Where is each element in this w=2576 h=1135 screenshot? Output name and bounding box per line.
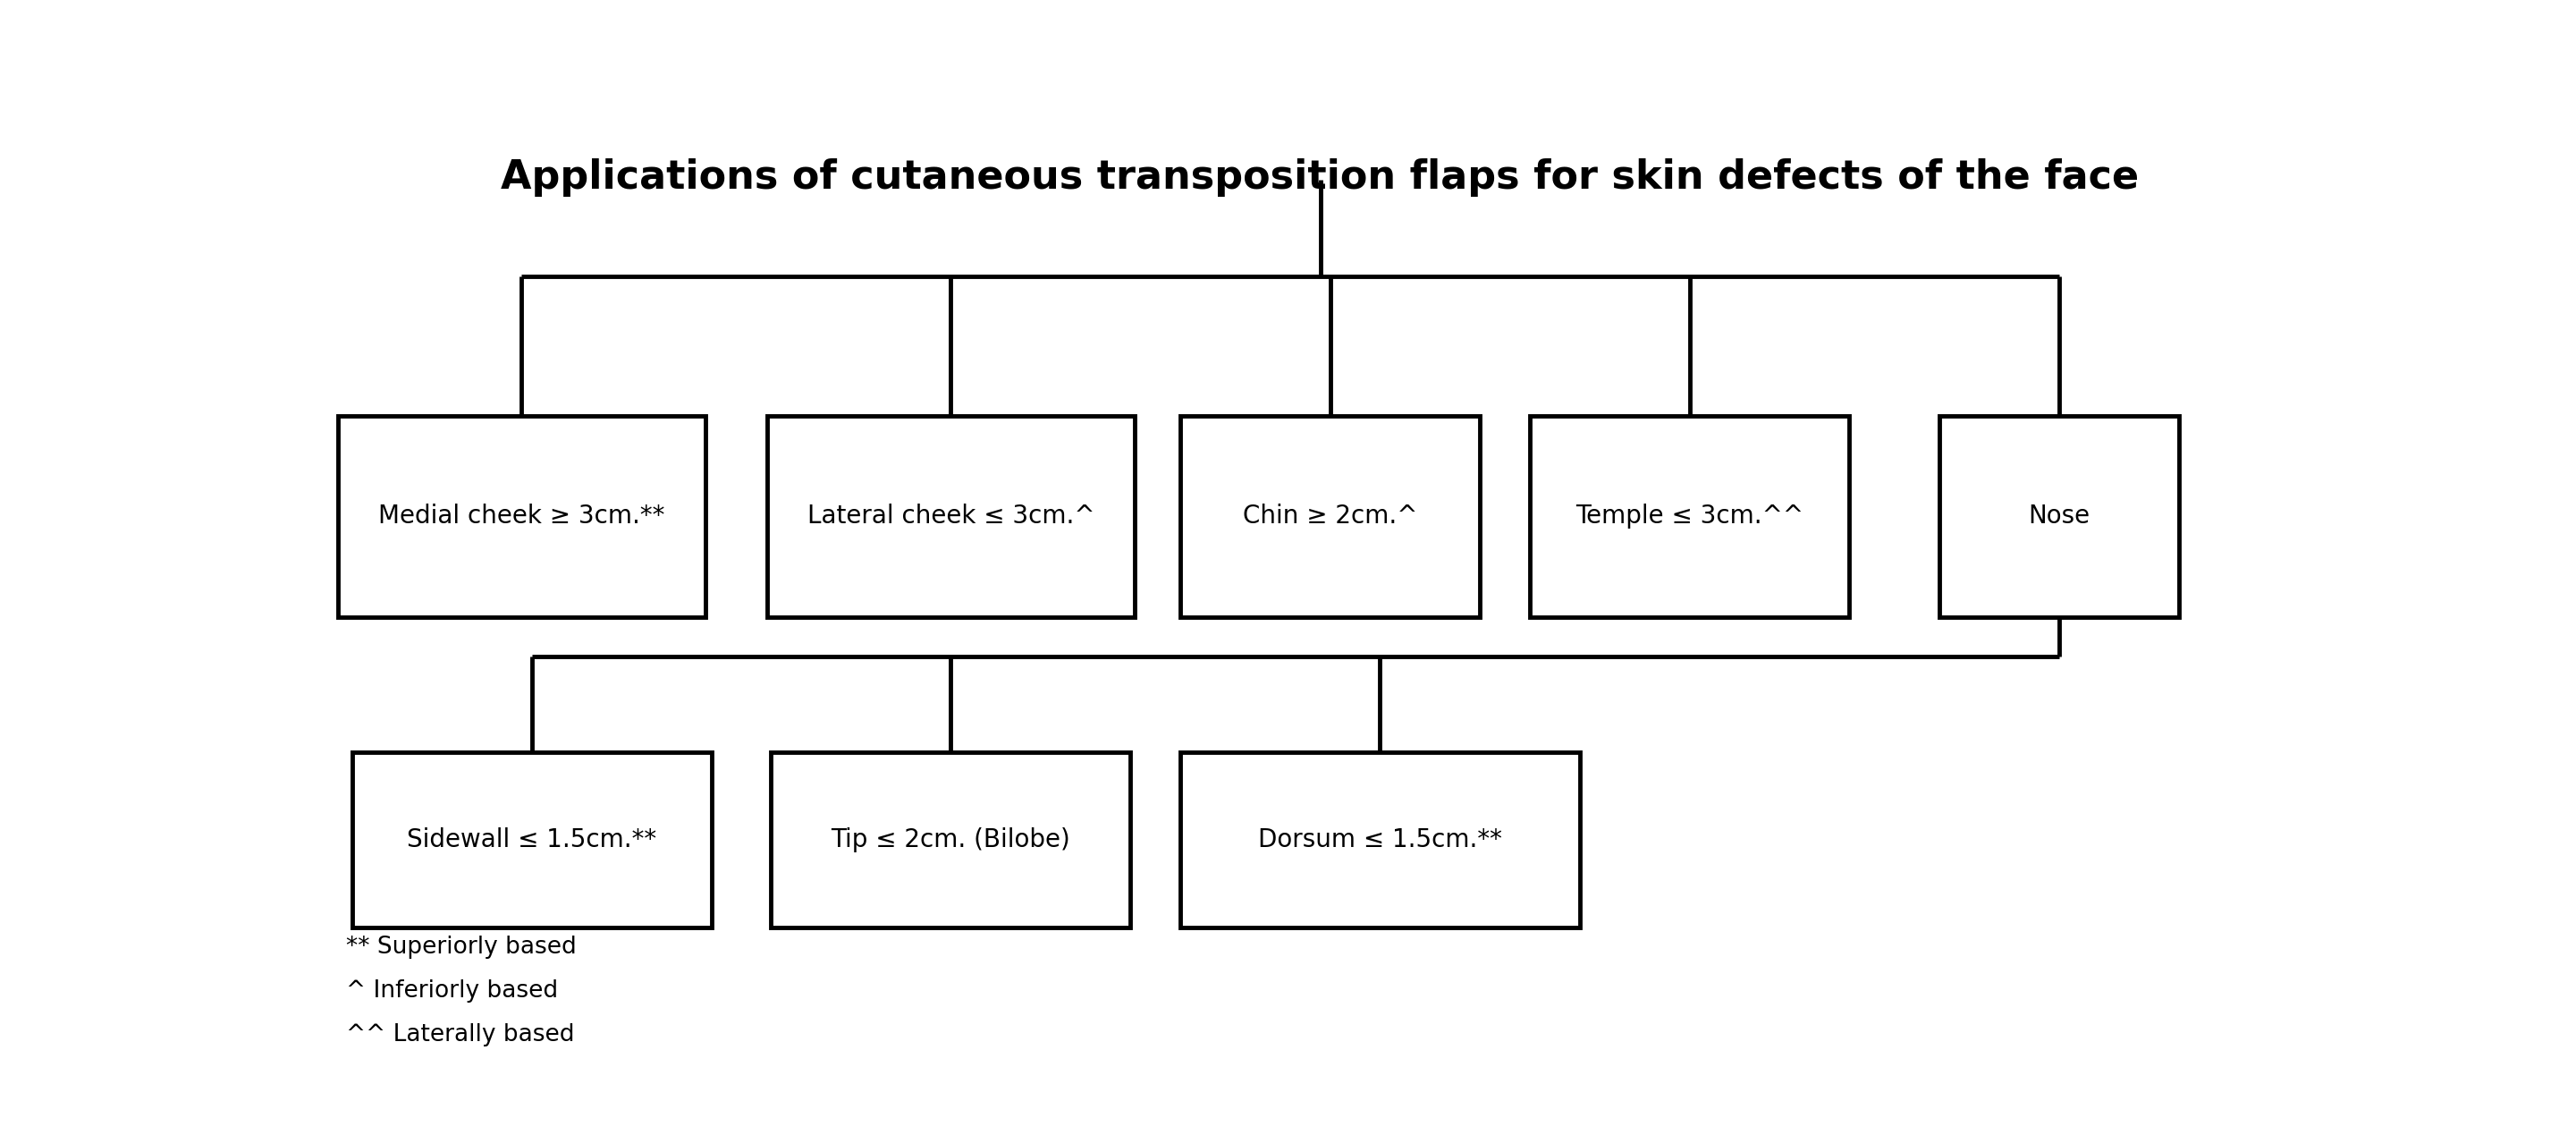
Text: Sidewall ≤ 1.5cm.**: Sidewall ≤ 1.5cm.** bbox=[407, 827, 657, 852]
FancyBboxPatch shape bbox=[353, 753, 711, 927]
FancyBboxPatch shape bbox=[337, 415, 706, 617]
Text: Chin ≥ 2cm.^: Chin ≥ 2cm.^ bbox=[1242, 504, 1417, 529]
FancyBboxPatch shape bbox=[1180, 415, 1479, 617]
Text: Applications of cutaneous transposition flaps for skin defects of the face: Applications of cutaneous transposition … bbox=[502, 158, 2138, 196]
FancyBboxPatch shape bbox=[1180, 753, 1579, 927]
Text: ^^ Laterally based: ^^ Laterally based bbox=[345, 1024, 574, 1046]
FancyBboxPatch shape bbox=[1940, 415, 2179, 617]
Text: Nose: Nose bbox=[2027, 504, 2089, 529]
Text: ** Superiorly based: ** Superiorly based bbox=[345, 936, 577, 959]
Text: Medial cheek ≥ 3cm.**: Medial cheek ≥ 3cm.** bbox=[379, 504, 665, 529]
Text: Temple ≤ 3cm.^^: Temple ≤ 3cm.^^ bbox=[1577, 504, 1803, 529]
FancyBboxPatch shape bbox=[770, 753, 1131, 927]
Text: Dorsum ≤ 1.5cm.**: Dorsum ≤ 1.5cm.** bbox=[1257, 827, 1502, 852]
Text: Lateral cheek ≤ 3cm.^: Lateral cheek ≤ 3cm.^ bbox=[806, 504, 1095, 529]
FancyBboxPatch shape bbox=[1530, 415, 1850, 617]
Text: Tip ≤ 2cm. (Bilobe): Tip ≤ 2cm. (Bilobe) bbox=[832, 827, 1072, 852]
FancyBboxPatch shape bbox=[768, 415, 1133, 617]
Text: ^ Inferiorly based: ^ Inferiorly based bbox=[345, 980, 559, 1003]
